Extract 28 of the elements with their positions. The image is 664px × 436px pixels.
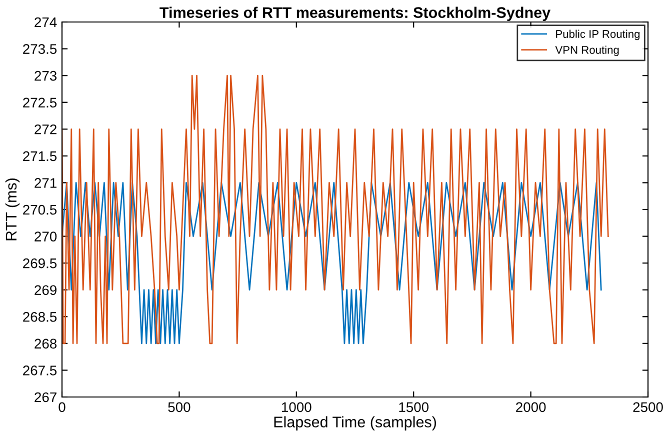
line-series <box>62 74 609 344</box>
y-tick-label: 273 <box>34 70 57 81</box>
chart-title: Timeseries of RTT measurements: Stockholm-Sydney <box>160 6 550 22</box>
legend-label: Public IP Routing <box>556 30 640 40</box>
y-tick-label: 268 <box>34 338 57 349</box>
y-tick-label: 273.5 <box>23 44 57 54</box>
y-tick-label: 269.5 <box>23 258 57 268</box>
x-tick-label: 500 <box>168 402 190 412</box>
y-tick-label: 269 <box>34 285 56 296</box>
x-tick-label: 1500 <box>399 402 429 412</box>
legend-label: VPN Routing <box>555 46 619 56</box>
y-tick-label: 274 <box>34 17 57 28</box>
y-tick-label: 272 <box>34 124 56 134</box>
y-axis-title: RTT (ms) <box>5 178 20 240</box>
x-tick-label: 1000 <box>282 402 312 412</box>
y-tick-label: 267.5 <box>23 366 57 376</box>
x-tick-label: 0 <box>58 402 66 412</box>
x-axis-title: Elapsed Time (samples) <box>274 416 436 430</box>
y-tick-label: 270.5 <box>23 204 57 215</box>
x-tick-label: 2500 <box>633 402 663 412</box>
y-tick-label: 268.5 <box>23 312 57 322</box>
x-tick-label: 2000 <box>516 402 546 412</box>
y-tick-label: 272.5 <box>23 98 57 108</box>
y-tick-label: 271.5 <box>23 151 57 162</box>
line-series <box>62 182 602 344</box>
y-tick-label: 267 <box>34 392 56 402</box>
y-tick-label: 271 <box>34 178 56 188</box>
y-tick-label: 270 <box>34 232 57 242</box>
